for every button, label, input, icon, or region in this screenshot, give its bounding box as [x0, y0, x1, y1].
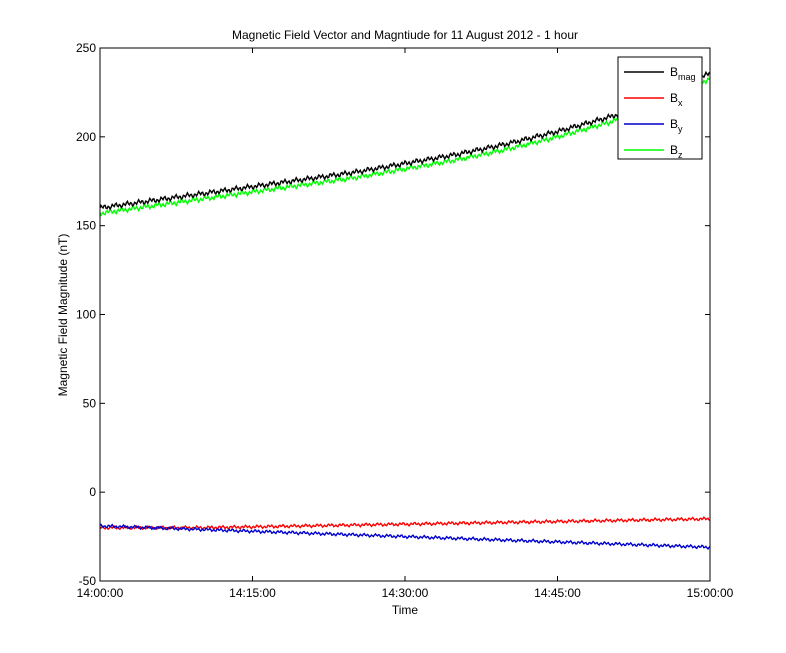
series-line-b-z — [99, 76, 711, 217]
y-tick-label: -50 — [79, 574, 97, 588]
x-axis-label: Time — [392, 603, 419, 617]
legend-label-subscript: mag — [678, 72, 696, 82]
legend-box — [617, 56, 703, 160]
x-tick-label: 14:45:00 — [534, 586, 581, 600]
series-layer — [99, 70, 711, 551]
y-tick-label: 200 — [76, 130, 96, 144]
x-tick-label: 14:00:00 — [77, 586, 124, 600]
y-axis-label: Magnetic Field Magnitude (nT) — [56, 234, 70, 397]
series-line-b-y — [99, 523, 711, 551]
x-tick-label: 14:30:00 — [382, 586, 429, 600]
y-tick-label: 50 — [83, 396, 97, 410]
series-line-b-mag — [99, 70, 711, 211]
legend-label-subscript: x — [678, 98, 683, 108]
axis-layer: -50 0 50 100 150 200 250 14:00:00 14:15:00 14:30:… — [76, 41, 734, 600]
series-line-b-x — [99, 516, 711, 531]
y-tick-label: 100 — [76, 308, 96, 322]
y-tick-label: 250 — [76, 41, 96, 55]
chart-title: Magnetic Field Vector and Magntiude for … — [232, 28, 578, 42]
x-tick-label: 14:15:00 — [229, 586, 276, 600]
x-tick-label: 15:00:00 — [687, 586, 734, 600]
y-tick-label: 0 — [89, 485, 96, 499]
y-tick-label: 150 — [76, 219, 96, 233]
legend-label-subscript: z — [678, 150, 683, 160]
legend-label-subscript: y — [678, 124, 683, 134]
